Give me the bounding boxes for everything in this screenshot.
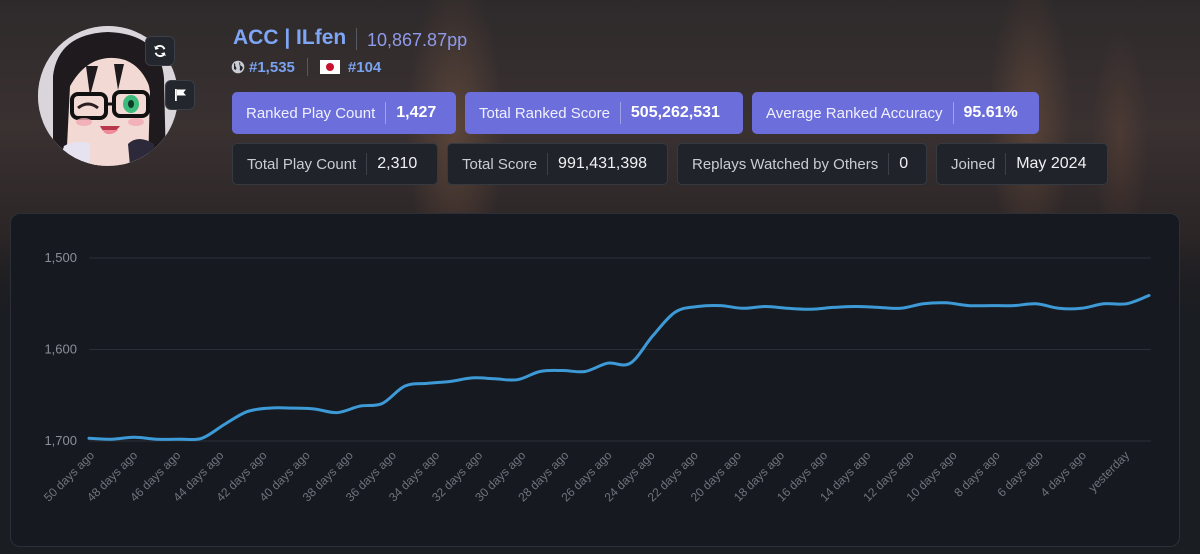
globe-icon bbox=[231, 60, 245, 74]
global-rank[interactable]: #1,535 bbox=[249, 58, 295, 76]
stat-label: Replays Watched by Others bbox=[692, 155, 879, 173]
stat-label: Ranked Play Count bbox=[246, 104, 376, 122]
flag-icon bbox=[174, 89, 186, 101]
report-flag-button[interactable] bbox=[165, 80, 195, 110]
stat-average-ranked-accuracy: Average Ranked Accuracy 95.61% bbox=[752, 92, 1039, 134]
stat-value: 95.61% bbox=[963, 104, 1018, 121]
y-tick-label: 1,700 bbox=[44, 433, 77, 448]
stat-total-play-count: Total Play Count 2,310 bbox=[232, 143, 438, 185]
refresh-icon bbox=[154, 44, 166, 58]
y-tick-label: 1,600 bbox=[44, 342, 77, 357]
x-tick-label: 4 days ago bbox=[1038, 448, 1090, 500]
stat-total-score: Total Score 991,431,398 bbox=[447, 143, 668, 185]
stat-label: Average Ranked Accuracy bbox=[766, 104, 943, 122]
stat-label: Total Ranked Score bbox=[479, 104, 610, 122]
stat-label: Joined bbox=[951, 155, 996, 173]
stat-total-ranked-score: Total Ranked Score 505,262,531 bbox=[465, 92, 743, 134]
rank-divider bbox=[306, 58, 308, 76]
username[interactable]: ACC | ILfen bbox=[233, 26, 347, 49]
x-tick-label: yesterday bbox=[1085, 448, 1132, 495]
stat-value: 505,262,531 bbox=[630, 104, 720, 121]
stat-value: May 2024 bbox=[1016, 155, 1087, 172]
rank-series-line[interactable] bbox=[87, 294, 1151, 442]
rank-history-panel: 1,500 1,600 1,700 50 days ago 48 days ago 46 … bbox=[10, 213, 1180, 547]
country-rank[interactable]: #104 bbox=[347, 58, 382, 76]
stat-replays-watched: Replays Watched by Others 0 bbox=[677, 143, 927, 185]
performance-points: 10,867.87pp bbox=[367, 30, 468, 50]
stat-joined: Joined May 2024 bbox=[936, 143, 1108, 185]
stat-value: 2,310 bbox=[377, 155, 418, 172]
rank-row: #1,535 #104 bbox=[231, 58, 381, 76]
stat-value: 0 bbox=[899, 155, 909, 172]
japan-flag-icon bbox=[319, 60, 340, 74]
stat-label: Total Score bbox=[462, 155, 538, 173]
stat-value: 991,431,398 bbox=[558, 155, 648, 172]
stat-value: 1,427 bbox=[396, 104, 437, 121]
y-tick-label: 1,500 bbox=[44, 250, 77, 265]
stat-label: Total Play Count bbox=[247, 155, 357, 173]
refresh-button[interactable] bbox=[145, 36, 175, 66]
header-divider bbox=[356, 28, 357, 50]
stat-ranked-play-count: Ranked Play Count 1,427 bbox=[232, 92, 456, 134]
